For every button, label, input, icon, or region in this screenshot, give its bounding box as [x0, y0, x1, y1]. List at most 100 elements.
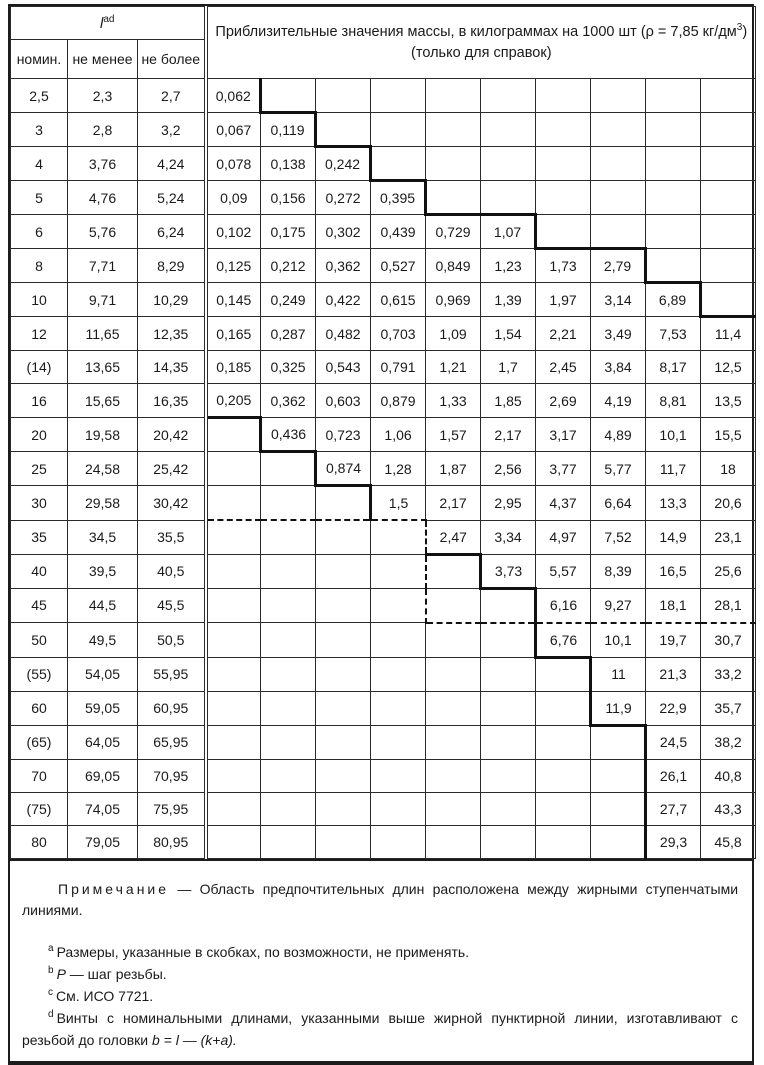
mass-cell: 30,7 — [700, 622, 757, 658]
max-length-cell: 14,35 — [136, 350, 207, 384]
mass-cell: 3,17 — [535, 417, 592, 452]
table-row: 40 39,5 40,5 3,73 5,57 8,39 16,5 25,6 — [10, 553, 757, 590]
mass-cell — [645, 146, 702, 181]
mass-cell: 24,5 — [645, 724, 702, 760]
mass-cell: 0,205 — [203, 383, 262, 419]
mass-cell — [480, 112, 537, 147]
mass-cell: 0,242 — [315, 146, 373, 181]
mass-cell: 0,603 — [315, 383, 372, 418]
table-row: 4 3,76 4,24 0,078 0,138 0,242 — [10, 146, 757, 182]
mass-cell — [590, 824, 648, 859]
nominal-length-cell: 6 — [10, 214, 68, 249]
nominal-length-cell: (55) — [10, 656, 68, 692]
max-length-cell: 10,29 — [136, 282, 207, 317]
mass-cell — [645, 78, 702, 113]
max-length-cell: 55,95 — [136, 656, 207, 692]
mass-cell — [370, 587, 427, 623]
min-length-cell: 44,5 — [67, 587, 138, 623]
note-title: Примечание — [58, 880, 170, 897]
max-length-cell: 35,5 — [136, 519, 207, 555]
mass-cell: 16,5 — [645, 553, 702, 589]
mass-cell — [203, 519, 262, 555]
mass-cell — [590, 180, 647, 215]
mass-cell — [260, 724, 317, 760]
nominal-length-cell: (75) — [10, 791, 68, 826]
mass-cell: 4,97 — [535, 519, 592, 555]
max-length-cell: 60,95 — [136, 690, 207, 726]
mass-cell: 2,79 — [590, 248, 648, 283]
mass-cell — [315, 791, 372, 826]
screw-mass-table: lad Приблизительные значения массы, в ки… — [9, 6, 757, 859]
mass-cell: 0,249 — [260, 282, 317, 317]
mass-cell — [260, 485, 317, 521]
mass-cell — [480, 824, 537, 859]
mass-cell: 1,85 — [480, 383, 537, 418]
mass-cell — [425, 758, 482, 793]
footnote-marker: c — [48, 987, 53, 999]
mass-cell — [370, 112, 427, 147]
mass-cell: 35,7 — [700, 690, 757, 726]
mass-cell — [203, 690, 262, 726]
nominal-length-cell: 25 — [10, 451, 68, 486]
mass-cell — [645, 214, 702, 249]
min-length-cell: 2,8 — [67, 112, 138, 147]
mass-cell: 6,89 — [645, 282, 703, 317]
mass-cell: 0,125 — [203, 248, 262, 283]
mass-cell: 9,27 — [590, 587, 647, 624]
footnote-c: c См. ИСО 7721. — [48, 987, 154, 1004]
nominal-length-cell: 5 — [10, 180, 68, 215]
mass-cell: 3,14 — [590, 282, 647, 317]
mass-cell: 0,138 — [260, 146, 317, 181]
mass-cell: 10,1 — [590, 622, 647, 658]
mass-cell: 0,729 — [425, 214, 482, 249]
table-row: (55) 54,05 55,95 11 21,3 33,2 — [10, 656, 757, 692]
mass-cell: 0,395 — [370, 180, 428, 215]
table-row: 80 79,05 80,95 29,3 45,8 — [10, 824, 757, 859]
mass-cell — [425, 824, 482, 859]
mass-cell — [370, 553, 427, 589]
nominal-length-cell: 45 — [10, 587, 68, 623]
min-length-cell: 64,05 — [67, 724, 138, 760]
mass-cell: 11,7 — [645, 451, 702, 486]
min-length-cell: 54,05 — [67, 656, 138, 692]
mass-cell — [700, 180, 757, 215]
max-length-cell: 6,24 — [136, 214, 207, 249]
mass-cell: 1,7 — [480, 350, 537, 384]
mass-cell — [645, 180, 702, 215]
mass-cell — [535, 78, 592, 113]
nominal-length-cell: 60 — [10, 690, 68, 726]
max-length-cell: 20,42 — [136, 417, 207, 452]
mass-cell: 0,302 — [315, 214, 372, 249]
mass-cell — [425, 146, 482, 181]
mass-cell: 1,21 — [425, 350, 482, 384]
min-length-cell: 49,5 — [67, 622, 138, 658]
nominal-length-cell: (14) — [10, 350, 68, 384]
mass-cell — [425, 112, 482, 147]
mass-cell: 0,723 — [315, 417, 372, 452]
table-row: 10 9,71 10,29 0,145 0,249 0,422 0,615 0,969 1,39… — [10, 282, 757, 318]
table-row: 6 5,76 6,24 0,102 0,175 0,302 0,439 0,729 1,07 — [10, 214, 757, 250]
mass-cell: 5,77 — [590, 451, 647, 486]
mass-cell — [260, 690, 317, 726]
mass-cell: 29,3 — [645, 824, 702, 859]
min-length-cell: 13,65 — [67, 350, 138, 384]
mass-cell — [203, 656, 262, 692]
max-length-cell: 45,5 — [136, 587, 207, 623]
nominal-length-cell: (65) — [10, 724, 68, 760]
footnotes-list: a Размеры, указанные в скобках, по возмож… — [22, 941, 738, 1052]
table-header: lad Приблизительные значения массы, в ки… — [9, 6, 757, 79]
mass-cell — [260, 78, 317, 114]
mass-cell: 27,7 — [645, 791, 702, 826]
mass-cell — [315, 112, 372, 148]
mass-cell: 1,39 — [480, 282, 537, 317]
mass-cell — [370, 724, 427, 760]
mass-cell: 0,439 — [370, 214, 427, 249]
col-header-max: не более — [136, 39, 207, 79]
mass-cell — [425, 622, 482, 658]
mass-cell — [370, 78, 427, 113]
mass-cell — [700, 78, 757, 113]
max-length-cell: 5,24 — [136, 180, 207, 215]
mass-cell: 0,482 — [315, 316, 372, 351]
mass-cell: 1,97 — [535, 282, 592, 317]
